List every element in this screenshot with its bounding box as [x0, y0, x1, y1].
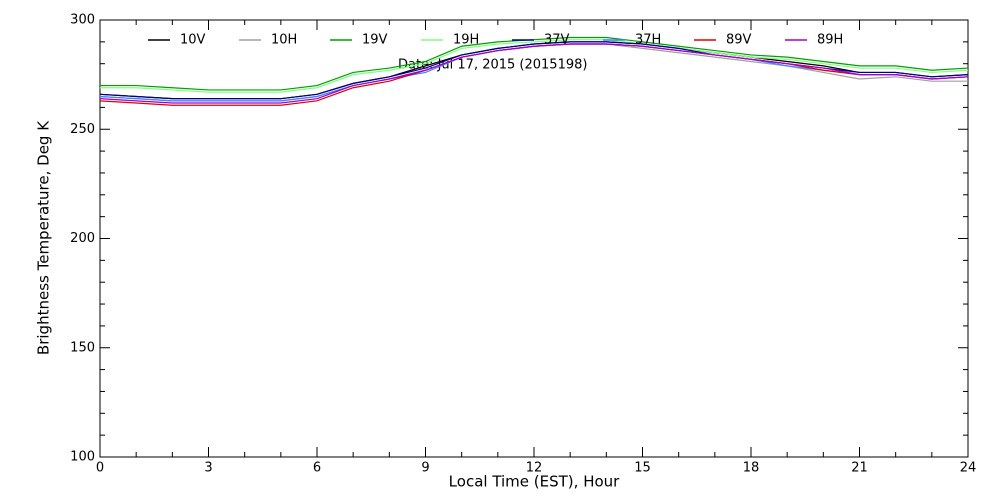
legend-label: 10H	[271, 33, 297, 48]
legend-label: 37H	[635, 33, 661, 48]
x-tick-label: 0	[96, 461, 104, 476]
x-axis-label: Local Time (EST), Hour	[449, 473, 620, 491]
legend-label: 19H	[453, 33, 479, 48]
y-axis-label: Brightness Temperature, Deg K	[35, 120, 53, 355]
y-tick-label: 200	[70, 231, 95, 246]
x-tick-label: 9	[421, 461, 429, 476]
data-line	[100, 39, 969, 93]
x-tick-label: 3	[204, 461, 212, 476]
data-line	[99, 43, 969, 104]
x-tick-label: 15	[634, 461, 651, 476]
legend-label: 19V	[362, 33, 388, 48]
x-tick-label: 21	[851, 461, 868, 476]
legend-label: 37V	[544, 33, 570, 48]
x-tick-label: 18	[743, 461, 760, 476]
plot-frame	[99, 19, 969, 458]
x-tick-label: 24	[960, 461, 977, 476]
x-tick-label: 6	[313, 461, 321, 476]
y-tick-label: 250	[70, 122, 95, 137]
y-tick-label: 150	[70, 340, 95, 355]
legend-label: 10V	[180, 33, 206, 48]
y-tick-label: 100	[70, 450, 95, 465]
legend-label: 89V	[726, 33, 752, 48]
legend-label: 89H	[817, 33, 843, 48]
x-tick-label: 12	[526, 461, 543, 476]
y-tick-label: 300	[70, 13, 95, 28]
